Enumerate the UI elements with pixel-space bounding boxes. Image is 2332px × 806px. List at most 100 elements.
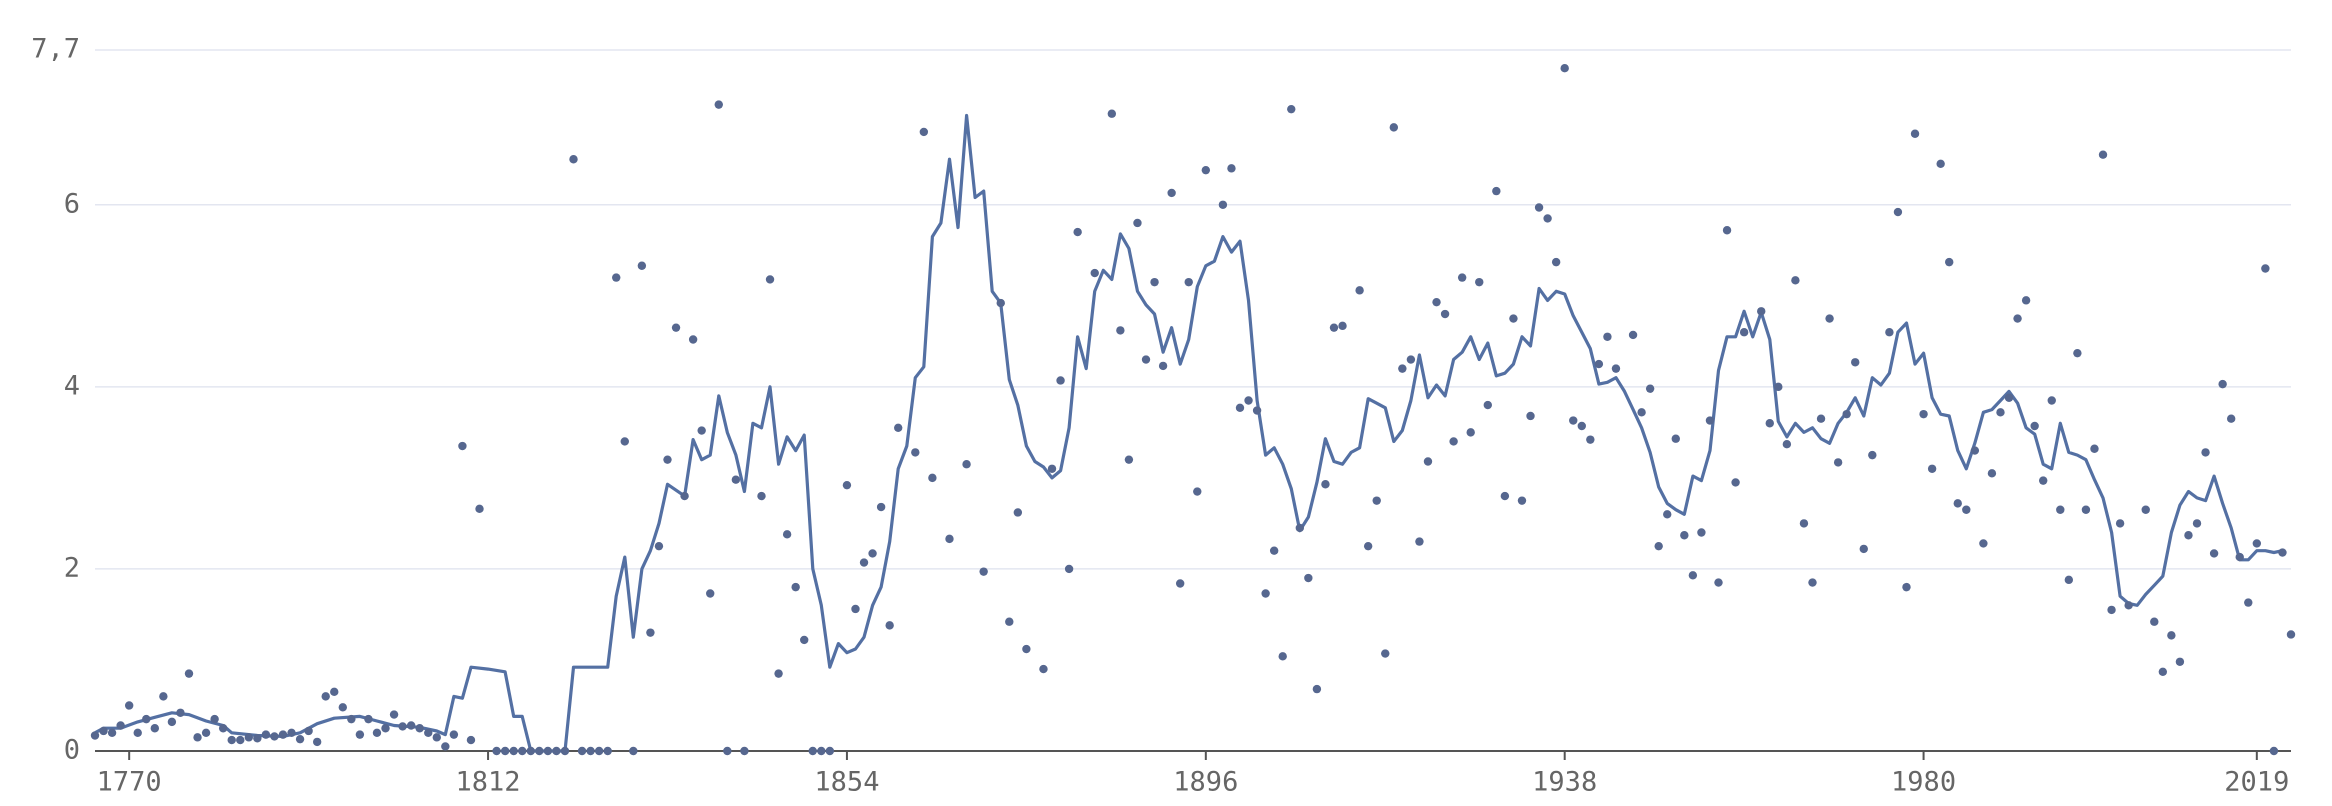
point	[150, 724, 160, 733]
point	[1927, 464, 1937, 473]
point	[518, 746, 527, 756]
y-tick-label: 2	[64, 552, 80, 583]
point	[466, 735, 476, 745]
point	[1825, 314, 1834, 323]
point	[671, 323, 681, 332]
point	[1073, 227, 1082, 237]
point	[620, 437, 629, 446]
point	[688, 335, 698, 344]
point	[338, 703, 347, 712]
point	[1304, 573, 1313, 583]
point	[1517, 496, 1527, 505]
point	[1406, 355, 1416, 364]
point	[107, 728, 117, 737]
point	[2269, 746, 2279, 756]
point	[894, 423, 903, 433]
point	[594, 746, 604, 756]
point	[1175, 579, 1185, 588]
point	[449, 730, 459, 739]
point	[569, 155, 578, 164]
point	[1295, 523, 1305, 533]
point	[757, 491, 766, 501]
point	[1312, 684, 1322, 694]
point	[2107, 605, 2116, 615]
point	[1705, 416, 1715, 425]
point	[1235, 403, 1245, 412]
point	[1466, 428, 1475, 437]
point	[1782, 439, 1792, 449]
point	[2124, 601, 2133, 610]
point	[270, 732, 279, 741]
point	[90, 731, 100, 740]
point	[1663, 510, 1672, 519]
point	[99, 726, 108, 736]
point	[808, 746, 817, 756]
point	[2090, 444, 2099, 453]
point	[1389, 123, 1399, 132]
point	[637, 261, 647, 270]
point	[1833, 458, 1843, 467]
point	[261, 730, 271, 739]
point	[193, 733, 202, 742]
point	[116, 721, 125, 730]
point	[1193, 487, 1202, 496]
point	[1449, 437, 1458, 446]
y-tick-label: 4	[64, 370, 80, 401]
point	[355, 730, 365, 739]
point	[919, 127, 929, 137]
point	[714, 100, 723, 109]
point	[526, 746, 535, 756]
point	[1859, 544, 1868, 554]
point	[1731, 478, 1740, 487]
point	[1628, 330, 1638, 340]
point	[1047, 464, 1057, 473]
x-tick-label: 1980	[1891, 767, 1956, 798]
point	[1526, 411, 1535, 421]
point	[415, 724, 424, 733]
point	[876, 502, 886, 512]
point	[2056, 505, 2065, 514]
point	[1791, 276, 1800, 285]
point	[731, 475, 741, 484]
x-tick-label: 1812	[456, 767, 521, 798]
point	[124, 701, 134, 710]
point	[1338, 321, 1347, 331]
point	[842, 480, 852, 490]
point	[2030, 421, 2039, 431]
point	[1355, 286, 1364, 295]
point	[979, 567, 988, 576]
point	[1953, 499, 1962, 508]
point	[1287, 104, 1296, 114]
point	[1440, 309, 1450, 319]
point	[1722, 226, 1732, 235]
point	[1133, 218, 1142, 228]
point	[1987, 469, 1997, 478]
point	[321, 692, 330, 701]
point	[2175, 657, 2185, 666]
point	[1457, 273, 1467, 282]
point	[1560, 64, 1569, 73]
point	[2261, 264, 2270, 273]
y-tick-label: 6	[64, 188, 80, 219]
x-tick-label: 1938	[1532, 767, 1597, 798]
x-tick-label: 1854	[814, 767, 879, 798]
point	[295, 734, 305, 744]
point	[2286, 630, 2296, 639]
y-tick-label: 7,7	[31, 34, 80, 65]
point	[817, 746, 826, 756]
point	[851, 604, 860, 614]
point	[603, 746, 612, 756]
point	[2226, 414, 2236, 423]
point	[1765, 419, 1774, 428]
point	[1483, 400, 1492, 410]
point	[1594, 359, 1604, 369]
point	[2158, 667, 2168, 676]
point	[2141, 505, 2150, 514]
point	[2021, 296, 2031, 305]
point	[184, 669, 194, 678]
point	[1218, 200, 1228, 209]
point	[962, 460, 971, 469]
point	[800, 635, 809, 645]
point	[1816, 414, 1826, 423]
point	[765, 275, 775, 284]
